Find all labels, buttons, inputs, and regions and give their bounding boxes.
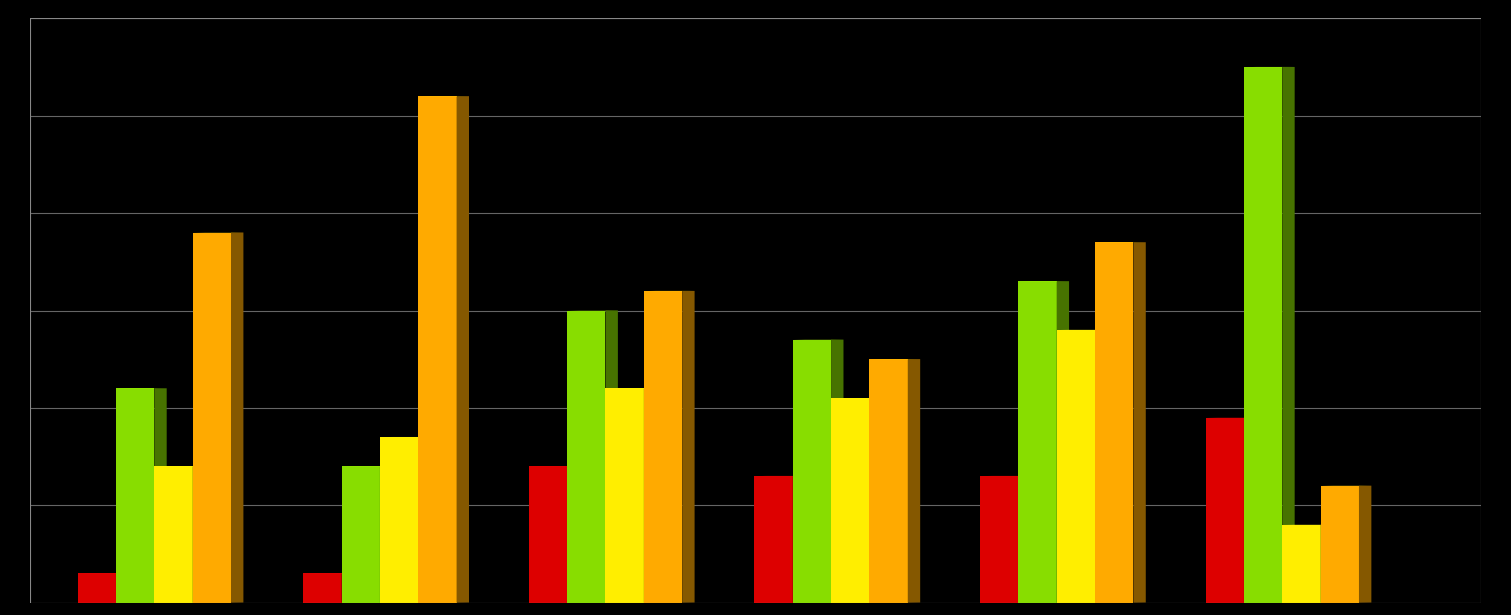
Polygon shape	[644, 388, 656, 603]
Polygon shape	[116, 573, 128, 603]
Polygon shape	[1018, 476, 1031, 603]
Polygon shape	[116, 389, 154, 603]
Polygon shape	[869, 359, 908, 603]
Polygon shape	[681, 291, 695, 603]
Polygon shape	[1018, 281, 1056, 603]
Polygon shape	[419, 97, 456, 603]
Polygon shape	[341, 573, 354, 603]
Polygon shape	[1133, 242, 1145, 603]
Polygon shape	[1321, 486, 1358, 603]
Polygon shape	[1244, 418, 1256, 603]
Polygon shape	[77, 573, 116, 603]
Polygon shape	[341, 466, 379, 603]
Polygon shape	[154, 466, 192, 603]
Polygon shape	[644, 291, 681, 603]
Polygon shape	[1056, 330, 1095, 603]
Polygon shape	[567, 466, 580, 603]
Polygon shape	[831, 339, 843, 603]
Polygon shape	[456, 96, 468, 603]
Polygon shape	[1283, 525, 1321, 603]
Polygon shape	[606, 389, 644, 603]
Polygon shape	[567, 311, 606, 603]
Polygon shape	[793, 476, 805, 603]
Polygon shape	[419, 437, 431, 603]
Polygon shape	[869, 398, 882, 603]
Polygon shape	[379, 437, 419, 603]
Polygon shape	[192, 466, 205, 603]
Polygon shape	[606, 311, 618, 603]
Polygon shape	[754, 476, 793, 603]
Polygon shape	[1321, 525, 1333, 603]
Polygon shape	[529, 466, 567, 603]
Polygon shape	[379, 466, 393, 603]
Polygon shape	[831, 399, 869, 603]
Polygon shape	[1095, 330, 1108, 603]
Polygon shape	[981, 476, 1018, 603]
Polygon shape	[908, 359, 920, 603]
Polygon shape	[304, 573, 341, 603]
Polygon shape	[231, 232, 243, 603]
Polygon shape	[192, 232, 231, 603]
Polygon shape	[1283, 67, 1295, 603]
Polygon shape	[1095, 242, 1133, 603]
Polygon shape	[154, 388, 166, 603]
Polygon shape	[793, 339, 831, 603]
Polygon shape	[1056, 281, 1070, 603]
Polygon shape	[1358, 486, 1372, 603]
Polygon shape	[1244, 67, 1283, 603]
Polygon shape	[1206, 418, 1244, 603]
